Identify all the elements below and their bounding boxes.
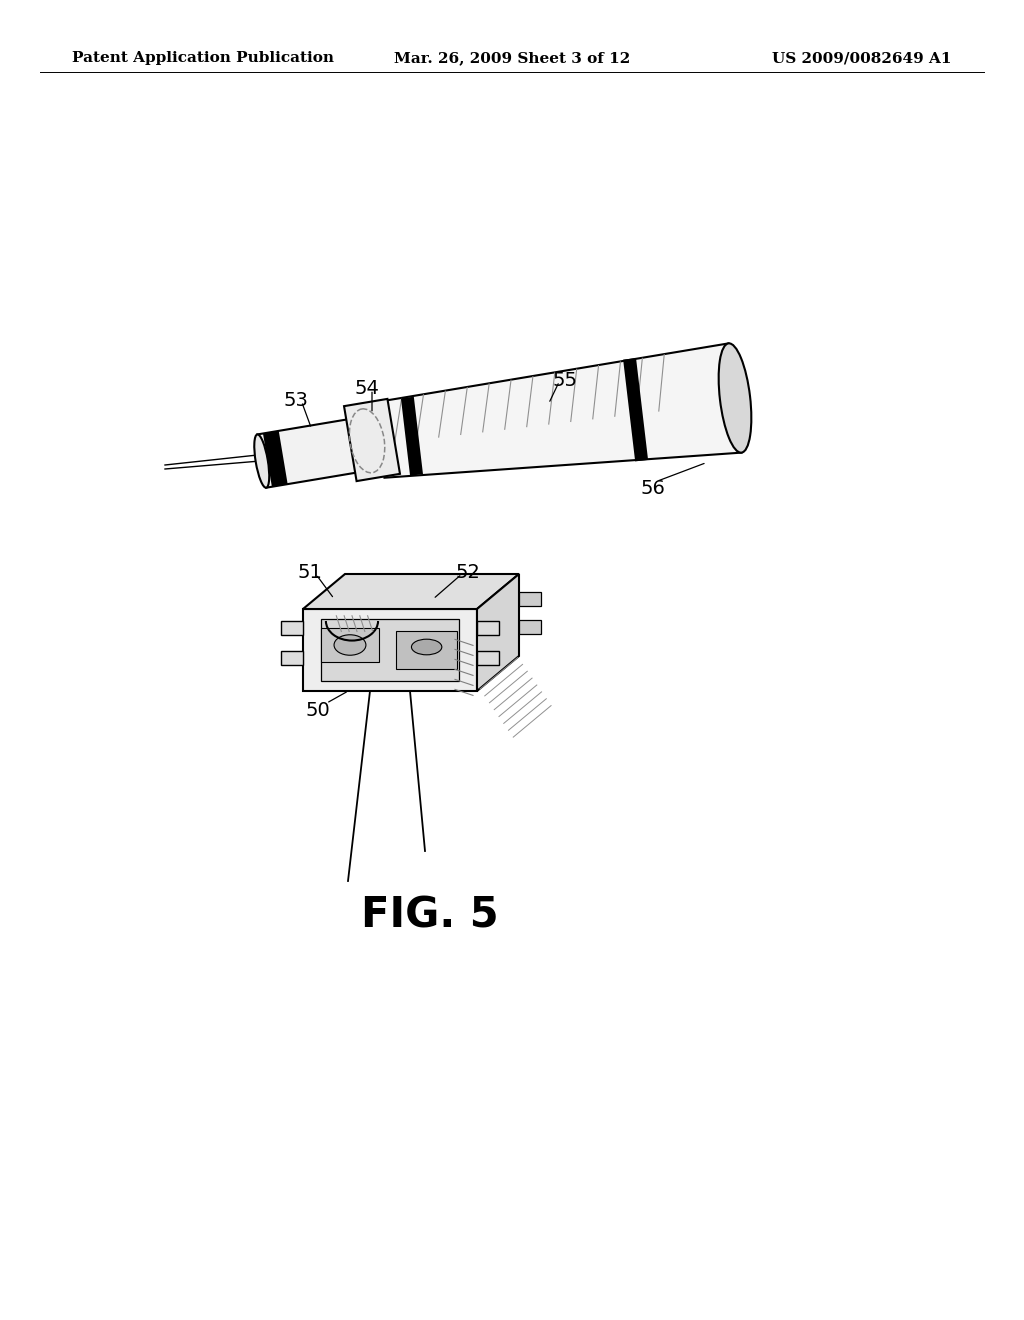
Text: 52: 52 bbox=[456, 564, 480, 582]
Polygon shape bbox=[401, 397, 423, 475]
Text: 53: 53 bbox=[284, 391, 308, 409]
Polygon shape bbox=[477, 620, 499, 635]
Polygon shape bbox=[263, 430, 288, 487]
Polygon shape bbox=[281, 620, 303, 635]
Polygon shape bbox=[344, 399, 400, 480]
Ellipse shape bbox=[334, 635, 366, 655]
Text: FIG. 5: FIG. 5 bbox=[361, 894, 499, 936]
Text: Mar. 26, 2009 Sheet 3 of 12: Mar. 26, 2009 Sheet 3 of 12 bbox=[394, 51, 630, 65]
Polygon shape bbox=[303, 574, 519, 609]
Polygon shape bbox=[321, 619, 459, 681]
Text: Patent Application Publication: Patent Application Publication bbox=[72, 51, 334, 65]
Polygon shape bbox=[477, 651, 499, 665]
Text: 55: 55 bbox=[553, 371, 578, 389]
Polygon shape bbox=[624, 358, 648, 462]
Polygon shape bbox=[281, 651, 303, 665]
Polygon shape bbox=[519, 620, 541, 634]
Ellipse shape bbox=[719, 343, 752, 453]
Polygon shape bbox=[519, 591, 541, 606]
Text: 51: 51 bbox=[298, 564, 323, 582]
Text: US 2009/0082649 A1: US 2009/0082649 A1 bbox=[772, 51, 952, 65]
Polygon shape bbox=[321, 628, 379, 663]
Text: 50: 50 bbox=[305, 701, 331, 719]
Polygon shape bbox=[477, 574, 519, 690]
Text: 56: 56 bbox=[641, 479, 666, 498]
Polygon shape bbox=[303, 609, 477, 690]
Polygon shape bbox=[396, 631, 457, 669]
Text: 54: 54 bbox=[354, 379, 380, 397]
Ellipse shape bbox=[254, 434, 269, 487]
Polygon shape bbox=[257, 416, 375, 487]
Polygon shape bbox=[376, 343, 741, 478]
Ellipse shape bbox=[412, 639, 441, 655]
